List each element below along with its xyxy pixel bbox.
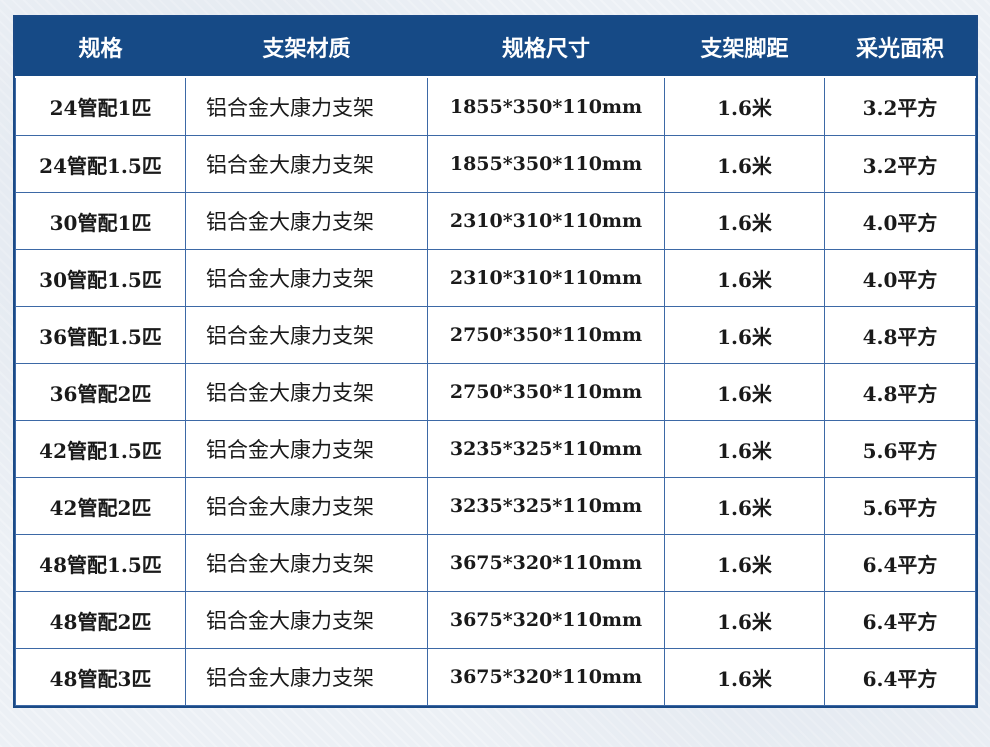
cell-material: 铝合金大康力支架 — [185, 420, 428, 478]
table-row: 36管配1.5匹 铝合金大康力支架 2750*350*110mm 1.6米 4.… — [15, 306, 976, 364]
cell-material: 铝合金大康力支架 — [185, 363, 428, 421]
table-row: 48管配1.5匹 铝合金大康力支架 3675*320*110mm 1.6米 6.… — [15, 534, 976, 592]
cell-area: 3.2平方 — [824, 76, 976, 136]
table-row: 24管配1.5匹 铝合金大康力支架 1855*350*110mm 1.6米 3.… — [15, 135, 976, 193]
cell-dimensions: 3235*325*110mm — [427, 477, 665, 535]
cell-spec: 36管配2匹 — [15, 363, 186, 421]
cell-leg-spacing: 1.6米 — [664, 477, 825, 535]
cell-dimensions: 1855*350*110mm — [427, 135, 665, 193]
cell-leg-spacing: 1.6米 — [664, 363, 825, 421]
cell-area: 6.4平方 — [824, 648, 976, 706]
cell-area: 3.2平方 — [824, 135, 976, 193]
header-material: 支架材质 — [185, 17, 428, 78]
table-row: 42管配2匹 铝合金大康力支架 3235*325*110mm 1.6米 5.6平… — [15, 477, 976, 535]
cell-spec: 42管配2匹 — [15, 477, 186, 535]
cell-leg-spacing: 1.6米 — [664, 192, 825, 250]
table-row: 48管配3匹 铝合金大康力支架 3675*320*110mm 1.6米 6.4平… — [15, 648, 976, 706]
cell-leg-spacing: 1.6米 — [664, 249, 825, 307]
cell-area: 5.6平方 — [824, 477, 976, 535]
spec-table: 规格 支架材质 规格尺寸 支架脚距 采光面积 24管配1匹 铝合金大康力支架 1… — [15, 17, 976, 706]
cell-dimensions: 3675*320*110mm — [427, 534, 665, 592]
cell-leg-spacing: 1.6米 — [664, 135, 825, 193]
cell-leg-spacing: 1.6米 — [664, 648, 825, 706]
cell-material: 铝合金大康力支架 — [185, 477, 428, 535]
cell-spec: 48管配3匹 — [15, 648, 186, 706]
cell-dimensions: 3675*320*110mm — [427, 591, 665, 649]
table-row: 42管配1.5匹 铝合金大康力支架 3235*325*110mm 1.6米 5.… — [15, 420, 976, 478]
table-row: 36管配2匹 铝合金大康力支架 2750*350*110mm 1.6米 4.8平… — [15, 363, 976, 421]
cell-dimensions: 2750*350*110mm — [427, 306, 665, 364]
cell-spec: 30管配1.5匹 — [15, 249, 186, 307]
cell-area: 4.8平方 — [824, 306, 976, 364]
cell-spec: 24管配1匹 — [15, 76, 186, 136]
table-row: 24管配1匹 铝合金大康力支架 1855*350*110mm 1.6米 3.2平… — [15, 76, 976, 136]
cell-material: 铝合金大康力支架 — [185, 76, 428, 136]
cell-spec: 42管配1.5匹 — [15, 420, 186, 478]
header-row: 规格 支架材质 规格尺寸 支架脚距 采光面积 — [15, 17, 976, 78]
cell-spec: 24管配1.5匹 — [15, 135, 186, 193]
cell-leg-spacing: 1.6米 — [664, 420, 825, 478]
cell-area: 4.8平方 — [824, 363, 976, 421]
cell-area: 6.4平方 — [824, 591, 976, 649]
cell-material: 铝合金大康力支架 — [185, 648, 428, 706]
header-spec: 规格 — [15, 17, 186, 78]
cell-dimensions: 3675*320*110mm — [427, 648, 665, 706]
table-row: 48管配2匹 铝合金大康力支架 3675*320*110mm 1.6米 6.4平… — [15, 591, 976, 649]
table-body: 24管配1匹 铝合金大康力支架 1855*350*110mm 1.6米 3.2平… — [15, 76, 976, 706]
cell-area: 6.4平方 — [824, 534, 976, 592]
cell-leg-spacing: 1.6米 — [664, 534, 825, 592]
cell-spec: 36管配1.5匹 — [15, 306, 186, 364]
cell-material: 铝合金大康力支架 — [185, 591, 428, 649]
table-header: 规格 支架材质 规格尺寸 支架脚距 采光面积 — [15, 17, 976, 78]
cell-area: 4.0平方 — [824, 192, 976, 250]
cell-material: 铝合金大康力支架 — [185, 192, 428, 250]
cell-spec: 48管配2匹 — [15, 591, 186, 649]
table-row: 30管配1匹 铝合金大康力支架 2310*310*110mm 1.6米 4.0平… — [15, 192, 976, 250]
cell-leg-spacing: 1.6米 — [664, 591, 825, 649]
cell-material: 铝合金大康力支架 — [185, 306, 428, 364]
cell-dimensions: 2750*350*110mm — [427, 363, 665, 421]
cell-material: 铝合金大康力支架 — [185, 249, 428, 307]
cell-dimensions: 3235*325*110mm — [427, 420, 665, 478]
cell-area: 4.0平方 — [824, 249, 976, 307]
cell-spec: 48管配1.5匹 — [15, 534, 186, 592]
header-leg-spacing: 支架脚距 — [664, 17, 825, 78]
cell-area: 5.6平方 — [824, 420, 976, 478]
cell-dimensions: 2310*310*110mm — [427, 249, 665, 307]
table-row: 30管配1.5匹 铝合金大康力支架 2310*310*110mm 1.6米 4.… — [15, 249, 976, 307]
cell-dimensions: 1855*350*110mm — [427, 76, 665, 136]
header-dimensions: 规格尺寸 — [427, 17, 665, 78]
cell-spec: 30管配1匹 — [15, 192, 186, 250]
cell-material: 铝合金大康力支架 — [185, 534, 428, 592]
cell-leg-spacing: 1.6米 — [664, 76, 825, 136]
cell-material: 铝合金大康力支架 — [185, 135, 428, 193]
header-collection-area: 采光面积 — [824, 17, 976, 78]
cell-leg-spacing: 1.6米 — [664, 306, 825, 364]
cell-dimensions: 2310*310*110mm — [427, 192, 665, 250]
